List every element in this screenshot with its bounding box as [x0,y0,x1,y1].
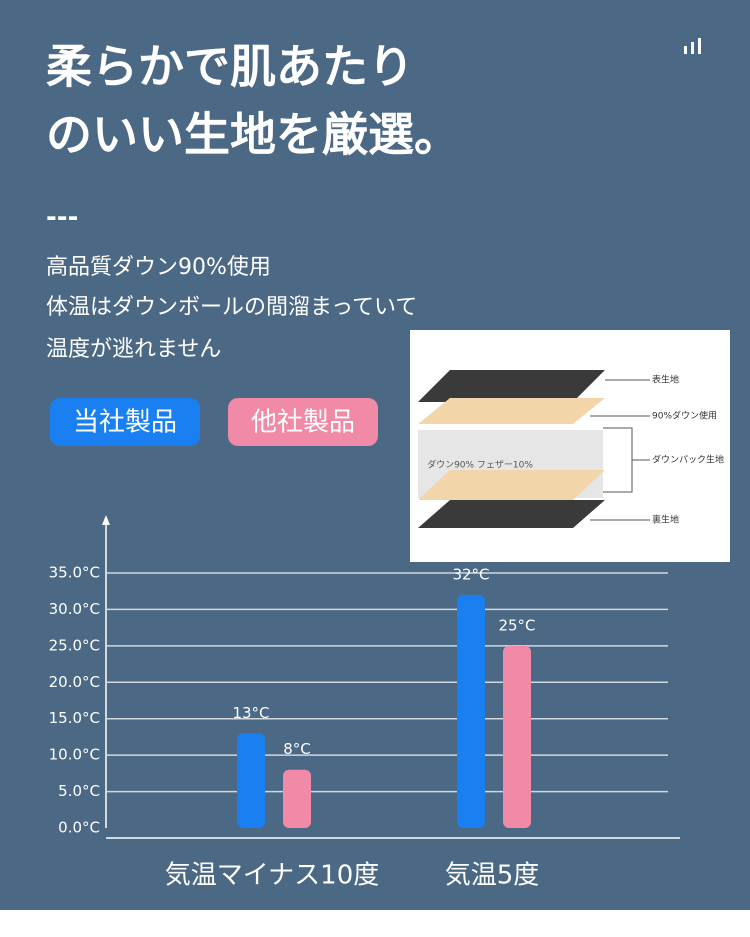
legend-button [228,398,378,446]
y-axis-arrow [102,515,110,525]
signal-icon [684,38,701,54]
value-label: 13°C [232,704,269,722]
x-tick-label: 気温5度 [445,861,540,891]
legend-label: 他社製品 [251,408,355,438]
y-tick-label: 10.0°C [49,746,100,764]
y-tick-label: 35.0°C [49,564,100,582]
divider: --- [46,203,78,233]
value-label: 32°C [452,565,489,583]
diagram: 表生地 90%ダウン使用 ダウンパック生地 裏生地 ダウン90% フェザー10% [410,330,730,562]
description-line: 温度が逃れません [46,337,221,362]
value-label: 25°C [498,616,535,634]
title-line: のいい生地を厳選。 [46,108,460,162]
description-line: 体温はダウンボールの間溜まっていて [46,295,417,320]
bar [457,594,485,828]
bar [237,733,265,828]
bar [503,645,531,828]
x-tick-label: 気温マイナス10度 [165,861,380,891]
y-tick-label: 20.0°C [49,673,100,691]
legend-button [50,398,200,446]
y-tick-label: 5.0°C [58,782,100,800]
title-line: 柔らかで肌あたり [46,40,414,94]
y-tick-label: 30.0°C [49,600,100,618]
legend-label: 当社製品 [73,408,177,438]
diagram-label: ダウンパック生地 [652,454,724,466]
description-line: 高品質ダウン90%使用 [46,255,271,280]
diagram-fill-label: ダウン90% フェザー10% [427,459,533,471]
y-tick-label: 25.0°C [49,636,100,654]
diagram-label: 90%ダウン使用 [652,410,717,422]
value-label: 8°C [283,740,311,758]
bar [283,769,311,828]
diagram-label: 表生地 [652,374,679,386]
diagram-label: 裏生地 [652,514,679,526]
y-tick-label: 15.0°C [49,709,100,727]
y-tick-label: 0.0°C [58,819,100,837]
